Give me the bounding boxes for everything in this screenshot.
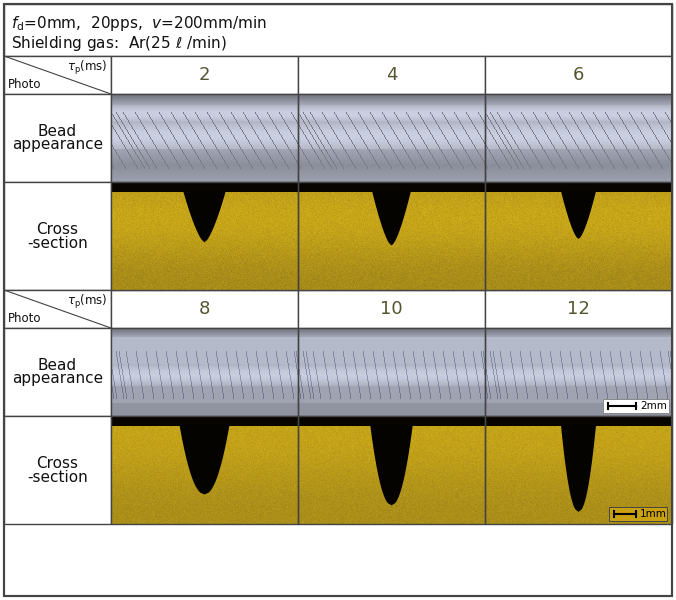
Bar — [111, 416, 298, 524]
Text: Photo: Photo — [8, 312, 41, 325]
Bar — [485, 182, 672, 290]
Bar — [4, 182, 111, 290]
Bar — [485, 416, 672, 524]
Text: -section: -section — [27, 469, 88, 485]
Bar — [485, 56, 672, 94]
Bar — [111, 56, 298, 94]
Bar — [4, 94, 111, 182]
Polygon shape — [180, 425, 228, 494]
Bar — [111, 328, 298, 416]
Text: Cross: Cross — [37, 455, 78, 470]
Text: $\tau_\mathrm{p}$(ms): $\tau_\mathrm{p}$(ms) — [67, 293, 107, 311]
Text: Cross: Cross — [37, 221, 78, 236]
Bar — [111, 182, 298, 290]
Text: Bead: Bead — [38, 358, 77, 373]
Text: -section: -section — [27, 235, 88, 251]
Text: appearance: appearance — [12, 137, 103, 152]
Text: 4: 4 — [386, 66, 397, 84]
Bar — [4, 4, 672, 56]
Text: 2mm: 2mm — [640, 401, 667, 411]
Polygon shape — [371, 425, 412, 505]
Text: 6: 6 — [573, 66, 584, 84]
Bar — [111, 182, 298, 192]
Bar — [485, 328, 672, 416]
Bar — [298, 290, 485, 328]
Bar — [603, 399, 669, 413]
Polygon shape — [562, 425, 596, 511]
Bar — [298, 182, 485, 290]
Bar — [298, 182, 485, 192]
Bar — [4, 56, 111, 94]
Bar — [485, 182, 672, 192]
Text: $f_\mathrm{d}$=0mm,  20pps,  $v$=200mm/min: $f_\mathrm{d}$=0mm, 20pps, $v$=200mm/min — [11, 14, 267, 33]
Text: 12: 12 — [567, 300, 590, 318]
Text: Bead: Bead — [38, 124, 77, 139]
Bar — [4, 416, 111, 524]
Bar — [298, 328, 485, 416]
Bar — [111, 290, 298, 328]
Bar — [485, 94, 672, 182]
Text: $\tau_\mathrm{p}$(ms): $\tau_\mathrm{p}$(ms) — [67, 59, 107, 77]
Polygon shape — [372, 191, 410, 245]
Bar — [4, 328, 111, 416]
Bar — [298, 56, 485, 94]
Text: Photo: Photo — [8, 78, 41, 91]
Bar — [609, 507, 667, 521]
Text: 10: 10 — [380, 300, 403, 318]
Text: appearance: appearance — [12, 371, 103, 386]
Polygon shape — [184, 191, 225, 241]
Bar — [4, 290, 111, 328]
Text: 2: 2 — [199, 66, 210, 84]
Bar — [111, 94, 298, 182]
Text: 8: 8 — [199, 300, 210, 318]
Text: Shielding gas:  Ar(25 $\ell$ /min): Shielding gas: Ar(25 $\ell$ /min) — [11, 34, 226, 53]
Bar — [298, 416, 485, 426]
Text: 1mm: 1mm — [640, 509, 667, 519]
Bar — [485, 416, 672, 426]
Bar — [485, 290, 672, 328]
Polygon shape — [562, 191, 596, 238]
Bar — [111, 416, 298, 426]
Bar — [298, 94, 485, 182]
Bar — [298, 416, 485, 524]
